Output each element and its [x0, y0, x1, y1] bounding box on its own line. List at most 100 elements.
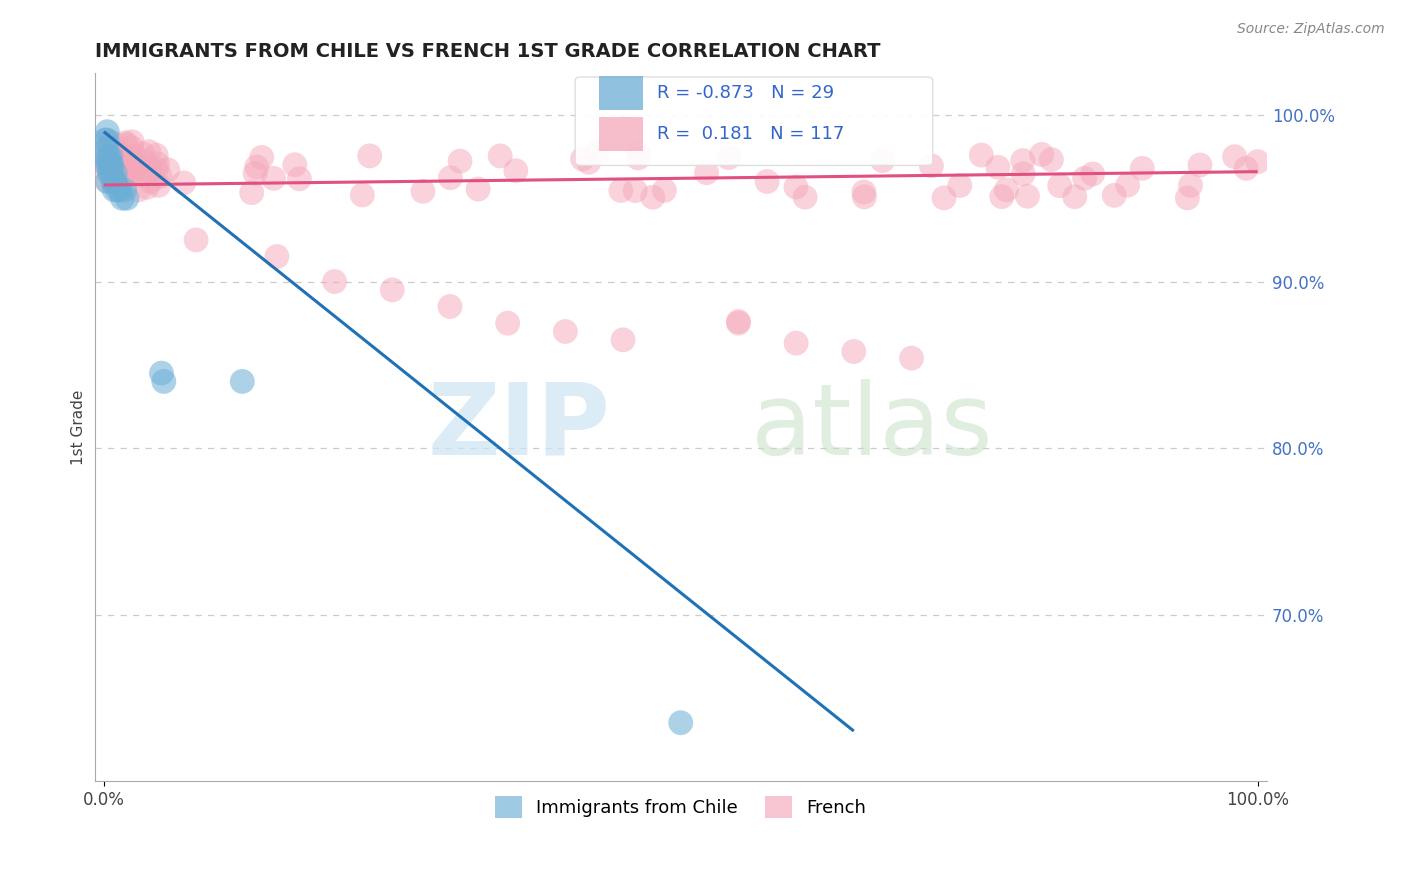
Point: [97, 141, 120, 155]
Point: [121, 165, 143, 179]
Point: [98, 158, 121, 172]
Point: [100, 158, 122, 172]
Point: [1177, 191, 1199, 205]
Point: [1247, 154, 1270, 169]
Point: [120, 140, 142, 154]
FancyBboxPatch shape: [599, 77, 643, 111]
Point: [727, 314, 749, 328]
Point: [1102, 188, 1125, 202]
Point: [449, 154, 471, 169]
Point: [1073, 171, 1095, 186]
Point: [266, 250, 288, 264]
Y-axis label: 1st Grade: 1st Grade: [72, 390, 86, 465]
Point: [101, 158, 124, 172]
Point: [381, 283, 404, 297]
Point: [114, 136, 136, 150]
Point: [103, 183, 125, 197]
Point: [727, 316, 749, 330]
Point: [756, 174, 779, 188]
Point: [323, 275, 346, 289]
Point: [467, 182, 489, 196]
Point: [108, 164, 131, 178]
Point: [122, 149, 145, 163]
Point: [624, 184, 647, 198]
Point: [110, 145, 132, 160]
Point: [104, 175, 127, 189]
Point: [98, 166, 121, 180]
Point: [97, 150, 120, 164]
Point: [127, 183, 149, 197]
Point: [114, 137, 136, 152]
Point: [641, 190, 664, 204]
Point: [94, 150, 117, 164]
Legend: Immigrants from Chile, French: Immigrants from Chile, French: [488, 789, 875, 825]
Point: [578, 155, 600, 169]
Point: [612, 333, 634, 347]
Point: [284, 158, 307, 172]
Point: [627, 151, 650, 165]
Point: [654, 183, 676, 197]
Text: Source: ZipAtlas.com: Source: ZipAtlas.com: [1237, 22, 1385, 37]
Point: [136, 180, 159, 194]
Point: [124, 161, 146, 175]
Point: [114, 183, 136, 197]
Point: [139, 174, 162, 188]
Point: [231, 375, 253, 389]
Point: [359, 149, 381, 163]
FancyBboxPatch shape: [575, 77, 932, 165]
Text: ZIP: ZIP: [427, 379, 610, 475]
Point: [900, 351, 922, 365]
Point: [250, 150, 273, 164]
Point: [439, 300, 461, 314]
Point: [439, 170, 461, 185]
Point: [121, 135, 143, 149]
Point: [785, 336, 807, 351]
Point: [1188, 158, 1211, 172]
Point: [138, 145, 160, 159]
Text: atlas: atlas: [751, 379, 993, 475]
Point: [842, 344, 865, 359]
Point: [97, 150, 120, 164]
Point: [173, 176, 195, 190]
Point: [1017, 189, 1039, 203]
Point: [111, 191, 134, 205]
Point: [108, 183, 131, 197]
Point: [412, 184, 434, 198]
Point: [121, 160, 143, 174]
Point: [669, 715, 692, 730]
Point: [131, 168, 153, 182]
Point: [995, 183, 1018, 197]
Text: IMMIGRANTS FROM CHILE VS FRENCH 1ST GRADE CORRELATION CHART: IMMIGRANTS FROM CHILE VS FRENCH 1ST GRAD…: [94, 42, 880, 61]
Point: [100, 150, 122, 164]
Point: [103, 175, 125, 189]
Point: [139, 162, 162, 177]
Point: [352, 188, 374, 202]
Point: [571, 152, 593, 166]
Point: [1180, 178, 1202, 193]
Point: [105, 147, 128, 161]
Point: [852, 185, 875, 199]
Point: [115, 191, 138, 205]
Point: [184, 233, 207, 247]
Point: [156, 162, 179, 177]
Point: [1234, 161, 1257, 176]
Point: [94, 158, 117, 172]
Point: [124, 157, 146, 171]
Point: [240, 186, 263, 200]
Point: [586, 145, 609, 159]
Point: [853, 190, 876, 204]
Point: [696, 166, 718, 180]
Point: [288, 171, 311, 186]
Point: [1011, 153, 1033, 168]
Point: [97, 174, 120, 188]
Point: [970, 148, 993, 162]
Point: [149, 169, 172, 184]
Point: [785, 180, 807, 194]
Point: [1130, 161, 1153, 176]
Point: [96, 175, 118, 189]
Point: [107, 183, 129, 197]
Point: [554, 325, 576, 339]
Point: [135, 154, 157, 169]
Point: [118, 167, 141, 181]
Point: [105, 161, 128, 176]
